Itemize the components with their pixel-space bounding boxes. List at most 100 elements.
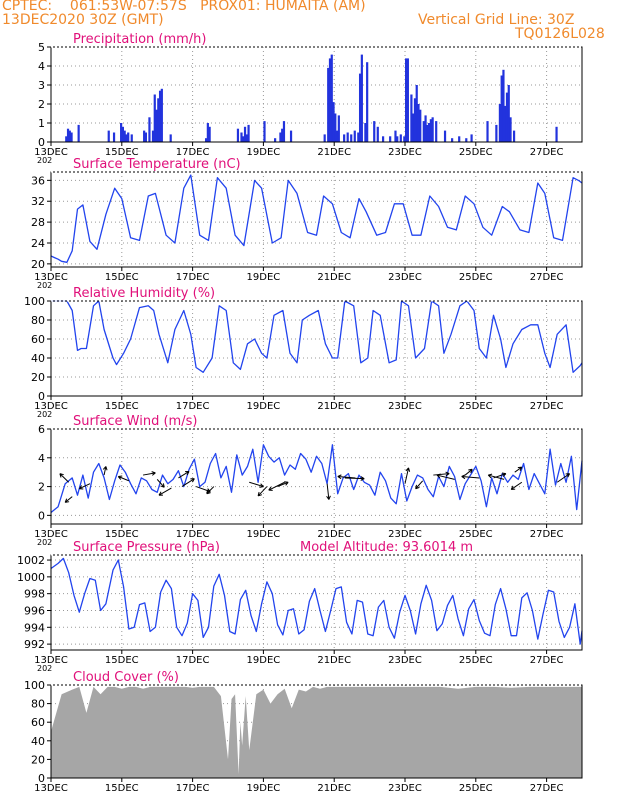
precip-bar — [240, 132, 243, 142]
temp-xtick-label: 17DEC — [176, 272, 210, 283]
precip-bar — [335, 130, 339, 142]
precip-bar — [144, 132, 148, 142]
precip-bar — [263, 121, 266, 142]
wind-arrow — [268, 481, 285, 491]
wind-ytick-label: 4 — [38, 452, 45, 465]
rh-ytick-label: 20 — [31, 371, 45, 384]
pressure-ytick-label: 1002 — [17, 554, 45, 567]
wind-title: Surface Wind (m/s) — [73, 414, 197, 429]
precip-bar — [458, 136, 461, 142]
wind-arrow — [514, 466, 523, 473]
temp-xtick-label: 27DEC — [530, 272, 564, 283]
cloud-ytick-label: 60 — [31, 716, 45, 729]
precip-bar — [422, 121, 425, 142]
wind-arrow — [510, 481, 523, 490]
precip-bar — [360, 54, 363, 142]
cloud-xtick-label: 15DEC — [105, 783, 139, 794]
precip-bar — [435, 121, 438, 142]
precip-bar — [158, 90, 162, 142]
precip-bar — [500, 75, 503, 142]
precip-bar — [281, 128, 284, 142]
rh-year-stub: 202 — [37, 410, 52, 419]
cloud-ytick-label: 20 — [31, 753, 45, 766]
pressure-xtick-label: 19DEC — [247, 655, 281, 666]
wind-ytick-label: 0 — [38, 509, 45, 522]
wind-arrow — [102, 466, 108, 476]
cloud-title: Cloud Cover (%) — [73, 670, 179, 685]
precip-bar — [112, 132, 116, 142]
wind-ytick-label: 6 — [38, 423, 45, 436]
wind-xtick-label: 13DEC — [34, 529, 68, 540]
cloud-xtick-label: 27DEC — [530, 783, 564, 794]
rh-xtick-label: 21DEC — [317, 401, 351, 412]
precip-xtick-label: 13DEC — [34, 147, 68, 158]
precip-bar — [451, 138, 454, 142]
wind-arrow — [337, 474, 356, 480]
precip-bar — [406, 58, 409, 142]
precip-ytick-label: 2 — [38, 98, 45, 111]
wind-arrow — [181, 478, 195, 487]
precip-bar — [431, 117, 434, 142]
precip-bar — [242, 136, 245, 142]
precip-year-stub: 202 — [37, 156, 52, 165]
wind-xtick-label: 23DEC — [388, 529, 422, 540]
precip-bar — [123, 130, 126, 142]
cloud-ytick-label: 40 — [31, 735, 45, 748]
precip-bar — [366, 62, 369, 143]
precip-bar — [247, 124, 250, 142]
pressure-panel: 992 994 996 998 1000 1002 13DEC 15DEC 17DEC 19DEC… — [17, 540, 583, 673]
wind-ytick-label: 2 — [38, 481, 45, 494]
precip-bar — [204, 138, 208, 142]
precip-ytick-label: 1 — [38, 117, 45, 130]
precip-bar — [399, 134, 402, 142]
pressure-title: Surface Pressure (hPa) — [73, 540, 220, 555]
pressure-xtick-label: 15DEC — [105, 655, 139, 666]
pressure-xtick-label: 25DEC — [459, 655, 493, 666]
pressure-annotation: Model Altitude: 93.6014 m — [300, 540, 473, 555]
precip-bar — [403, 136, 406, 142]
wind-arrow — [117, 475, 130, 482]
precip-bar — [346, 132, 349, 142]
wind-arrow — [195, 486, 211, 493]
precip-bar — [358, 73, 362, 142]
precip-bar — [389, 136, 392, 142]
precip-bar — [279, 132, 282, 142]
precip-panel: 0 1 2 3 4 5 13DEC 15DEC 17DEC 19DEC 21DEC 23DEC 25DE… — [34, 32, 583, 165]
rh-xtick-label: 13DEC — [34, 401, 68, 412]
wind-line — [50, 444, 583, 514]
precip-bar — [77, 124, 80, 142]
precip-bar — [120, 123, 123, 142]
wind-xtick-label: 21DEC — [317, 529, 351, 540]
pressure-xtick-label: 13DEC — [34, 655, 68, 666]
precip-bar — [143, 130, 146, 142]
wind-panel: 0 2 4 6 13DEC 15DEC 17DEC 19DEC 21DEC 23DEC 25DEC 2… — [34, 414, 583, 547]
precip-bar — [509, 117, 512, 142]
wind-arrow — [556, 473, 571, 483]
rh-xtick-label: 15DEC — [105, 401, 139, 412]
rh-xtick-label: 19DEC — [247, 401, 281, 412]
wind-arrow — [464, 468, 473, 476]
pressure-line — [50, 557, 583, 645]
wind-arrow — [257, 486, 268, 497]
temp-ytick-label: 28 — [31, 216, 45, 229]
precip-bar — [208, 126, 211, 142]
precip-ytick-label: 4 — [38, 60, 45, 73]
temp-ytick-label: 32 — [31, 195, 45, 208]
header-date: 13DEC2020 30Z (GMT) — [2, 12, 164, 28]
precip-bar — [245, 134, 248, 142]
temp-xtick-label: 21DEC — [317, 272, 351, 283]
precip-bar — [332, 102, 335, 142]
cloud-ytick-label: 100 — [24, 679, 45, 692]
precip-bar — [157, 98, 160, 142]
wind-frame — [50, 428, 583, 525]
pressure-ytick-label: 1000 — [17, 571, 45, 584]
cloud-panel: 0 20 40 60 80 100 13DEC 15DEC 17DEC 19DEC 21DEC 23D… — [24, 670, 583, 794]
rh-title: Relative Humidity (%) — [73, 286, 215, 301]
temp-xtick-label: 15DEC — [105, 272, 139, 283]
precip-bar — [555, 126, 558, 142]
precip-bar — [357, 132, 360, 142]
rh-xtick-label: 23DEC — [388, 401, 422, 412]
wind-arrow — [436, 473, 455, 480]
precip-bar — [65, 136, 68, 142]
precip-bar — [419, 109, 422, 142]
